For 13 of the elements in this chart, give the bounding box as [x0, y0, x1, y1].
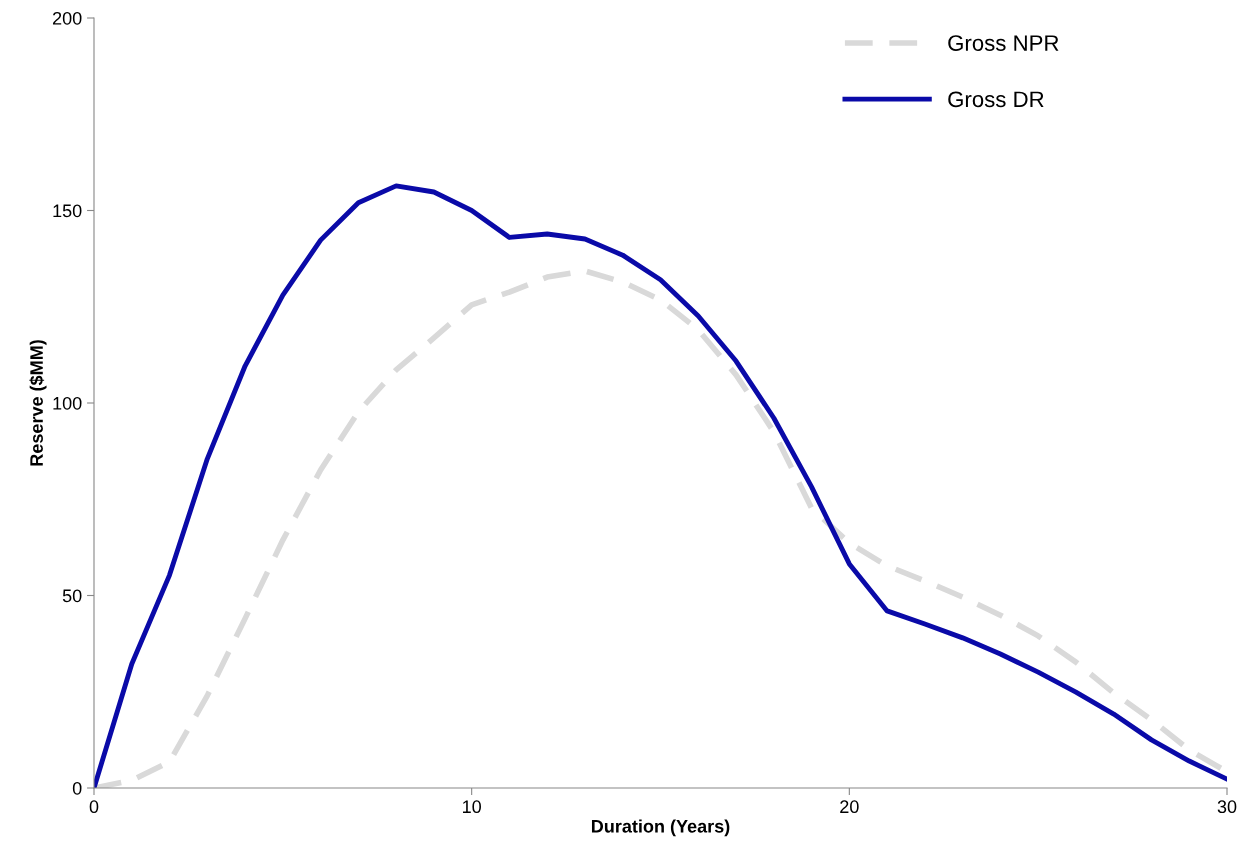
y-axis-title: Reserve ($MM)	[29, 340, 47, 466]
legend-label: Gross NPR	[948, 35, 1059, 51]
x-tick-label: 0	[89, 800, 99, 814]
x-tick-label: 20	[840, 800, 859, 814]
y-tick-label: 200	[52, 11, 82, 25]
x-axis-title: Duration (Years)	[591, 819, 730, 837]
y-tick-label: 0	[72, 781, 82, 795]
y-tick-label: 100	[53, 396, 82, 410]
legend-label: Gross DR	[948, 91, 1044, 108]
x-tick-label: 30	[1217, 800, 1237, 814]
x-tick-label: 10	[463, 800, 481, 814]
y-tick-label: 50	[62, 589, 82, 603]
y-tick-label: 150	[53, 204, 82, 218]
